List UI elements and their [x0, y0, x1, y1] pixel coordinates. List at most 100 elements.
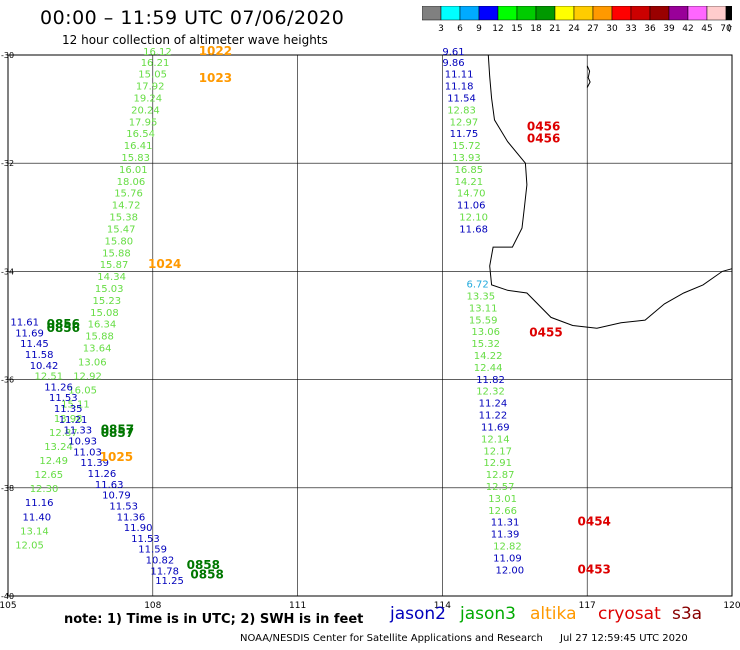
swh-label: 11.75 — [450, 129, 479, 140]
swh-label: 14.72 — [112, 201, 141, 212]
swh-label: 11.35 — [54, 404, 83, 415]
inland-feature — [586, 65, 591, 88]
lat-tick-label: -32 — [1, 159, 14, 168]
pass-time-label: 0857 — [101, 423, 134, 437]
swh-label: 15.03 — [95, 284, 124, 295]
colorbar-tick-label: 70 — [720, 24, 732, 34]
swh-label: 12.51 — [35, 372, 64, 383]
colorbar-tick-label: 45 — [701, 24, 712, 34]
swh-label: 13.06 — [78, 358, 107, 369]
swh-label: 16.05 — [68, 386, 97, 397]
swh-label: 10.93 — [68, 437, 97, 448]
swh-label: 15.32 — [471, 339, 500, 350]
swh-label: 16.41 — [124, 141, 153, 152]
legend-note: note: 1) Time is in UTC; 2) SWH is in fe… — [64, 612, 364, 627]
swh-label: 15.59 — [469, 315, 498, 326]
colorbar-tick-label: 18 — [530, 24, 542, 34]
legend-jason2: jason2 — [390, 604, 446, 624]
swh-label: 13.14 — [20, 526, 49, 537]
swh-label: 16.85 — [455, 165, 484, 176]
swh-label: 11.21 — [59, 415, 88, 426]
swh-label: 19.24 — [134, 94, 163, 105]
swh-label: 11.61 — [10, 318, 39, 329]
swh-label: 6.72 — [467, 280, 489, 291]
swh-label: 17.95 — [129, 117, 158, 128]
pass-time-label: 0453 — [578, 562, 611, 576]
swh-label: 11.53 — [131, 534, 160, 545]
altimeter-map: 105 108 111 114 117 120 -30 -32 -34 -36 -38 -40 16.1… — [0, 44, 740, 610]
swh-label: 14.70 — [457, 189, 486, 200]
legend-cryosat: cryosat — [598, 604, 661, 624]
swh-label: 12.87 — [49, 428, 78, 439]
swh-label: 16.12 — [143, 47, 172, 58]
swh-label: 20.24 — [131, 105, 160, 116]
colorbar-tick-label: 42 — [682, 24, 693, 34]
swh-label: 11.06 — [457, 201, 486, 212]
colorbar-tick-label: 27 — [587, 24, 598, 34]
swh-label: 12.10 — [459, 213, 488, 224]
swh-label: 13.93 — [452, 153, 481, 164]
swh-label: 12.65 — [35, 470, 64, 481]
swh-label: 13.98 — [54, 414, 83, 425]
swh-label: 11.40 — [23, 512, 52, 523]
swh-label: 16.34 — [88, 320, 117, 331]
swh-label: 18.06 — [117, 177, 146, 188]
footer-date: Jul 27 12:59:45 UTC 2020 — [560, 633, 688, 644]
track-0857: 11.6111.6911.4511.5810.4212.5111.2611.53… — [10, 318, 183, 588]
swh-label: 11.26 — [44, 382, 73, 393]
legend-s3a: s3a — [672, 604, 703, 624]
swh-label: 15.47 — [107, 224, 136, 235]
swh-label: 15.87 — [100, 260, 129, 271]
swh-label: 15.76 — [114, 189, 143, 200]
track-1022: 16.1216.2115.0517.9219.2420.2417.9516.54… — [15, 47, 172, 551]
swh-label: 15.38 — [109, 213, 138, 224]
swh-label: 15.88 — [85, 332, 114, 343]
swh-label: 9.61 — [442, 47, 464, 58]
swh-label: 11.25 — [155, 576, 184, 587]
swh-label: 11.33 — [64, 426, 93, 437]
pass-time-label: 0858 — [190, 568, 223, 582]
colorbar-tick-label: 30 — [606, 24, 618, 34]
swh-label: 13.35 — [467, 292, 496, 303]
swh-label: 11.16 — [25, 498, 54, 509]
pass-time-label: 1022 — [199, 44, 232, 58]
swh-label: 15.80 — [105, 236, 134, 247]
colorbar-tick-label: 6 — [457, 24, 463, 34]
swh-label: 15.05 — [138, 70, 167, 81]
swh-label: 10.42 — [30, 361, 59, 372]
swh-label: 11.90 — [124, 523, 153, 534]
swh-label: 17.92 — [136, 82, 165, 93]
colorbar-tick-label: 21 — [549, 24, 560, 34]
swh-label: 11.58 — [25, 350, 54, 361]
swh-label: 15.83 — [121, 153, 150, 164]
swh-label: 11.63 — [95, 480, 124, 491]
swh-label: 13.06 — [471, 327, 500, 338]
swh-label: 12.05 — [15, 540, 44, 551]
swh-label: 12.17 — [483, 446, 512, 457]
swh-label: 12.44 — [474, 363, 503, 374]
swh-label: 11.82 — [476, 375, 505, 386]
colorbar-tick-label: 39 — [663, 24, 675, 34]
track-0455: 9.619.8611.1111.1811.5412.8312.9711.7515… — [442, 47, 524, 576]
swh-label: 11.69 — [481, 423, 510, 434]
swh-label: 11.53 — [49, 393, 78, 404]
swh-label: 12.30 — [30, 484, 59, 495]
swh-label: 12.87 — [486, 470, 515, 481]
lat-tick-label: -36 — [1, 376, 14, 385]
swh-label: 11.69 — [15, 328, 44, 339]
swh-label: 11.22 — [479, 411, 508, 422]
swh-label: 12.82 — [493, 542, 522, 553]
pass-time-label: 0455 — [529, 325, 562, 339]
swh-label: 16.21 — [141, 58, 170, 69]
colorbar-tick-label: 33 — [625, 24, 636, 34]
colorbar-tick-label: 36 — [644, 24, 656, 34]
legend-altika: altika — [530, 604, 577, 624]
lat-tick-label: -30 — [1, 51, 14, 60]
swh-label: 11.03 — [73, 447, 102, 458]
colorbar-tick-label: 24 — [568, 24, 580, 34]
pass-time-label: 0856 — [47, 321, 80, 335]
coastline — [487, 54, 733, 329]
swh-label: 12.14 — [481, 434, 510, 445]
swh-label: 11.54 — [447, 94, 476, 105]
